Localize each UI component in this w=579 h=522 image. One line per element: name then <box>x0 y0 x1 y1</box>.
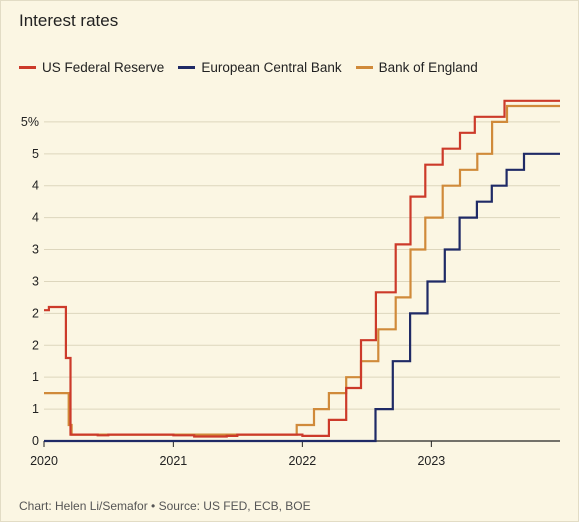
legend-item-ecb: European Central Bank <box>178 60 342 75</box>
series-line-bank-of-england <box>44 104 560 436</box>
legend-item-us-fed: US Federal Reserve <box>19 60 164 75</box>
chart-legend: US Federal Reserve European Central Bank… <box>19 60 478 75</box>
legend-swatch-us-fed <box>19 66 36 69</box>
legend-swatch-boe <box>355 66 373 69</box>
y-tick-label: 2 <box>32 306 39 320</box>
y-tick-label: 4 <box>32 211 39 225</box>
legend-label-us-fed: US Federal Reserve <box>42 60 165 75</box>
legend-item-boe: Bank of England <box>355 60 478 75</box>
y-tick-label: 3 <box>32 243 39 257</box>
legend-label-boe: Bank of England <box>378 60 478 75</box>
legend-swatch-ecb <box>178 66 196 69</box>
x-tick-label: 2021 <box>159 454 187 468</box>
x-tick-label: 2023 <box>417 454 445 468</box>
legend-label-ecb: European Central Bank <box>201 60 342 75</box>
x-tick-label: 2022 <box>288 454 316 468</box>
y-tick-label: 1 <box>32 370 39 384</box>
y-tick-label: 4 <box>32 179 39 193</box>
chart-title: Interest rates <box>19 11 119 30</box>
series-line-us-federal-reserve <box>44 99 560 438</box>
series-line-european-central-bank <box>44 152 560 443</box>
y-tick-label: 3 <box>32 274 39 288</box>
y-tick-label: 5% <box>21 115 39 129</box>
y-tick-label: 5 <box>32 147 39 161</box>
y-tick-label: 2 <box>32 338 39 352</box>
x-tick-label: 2020 <box>30 454 58 468</box>
y-tick-label: 0 <box>32 434 39 448</box>
y-tick-label: 1 <box>32 402 39 416</box>
chart-source: Chart: Helen Li/Semafor • Source: US FED… <box>19 499 311 513</box>
